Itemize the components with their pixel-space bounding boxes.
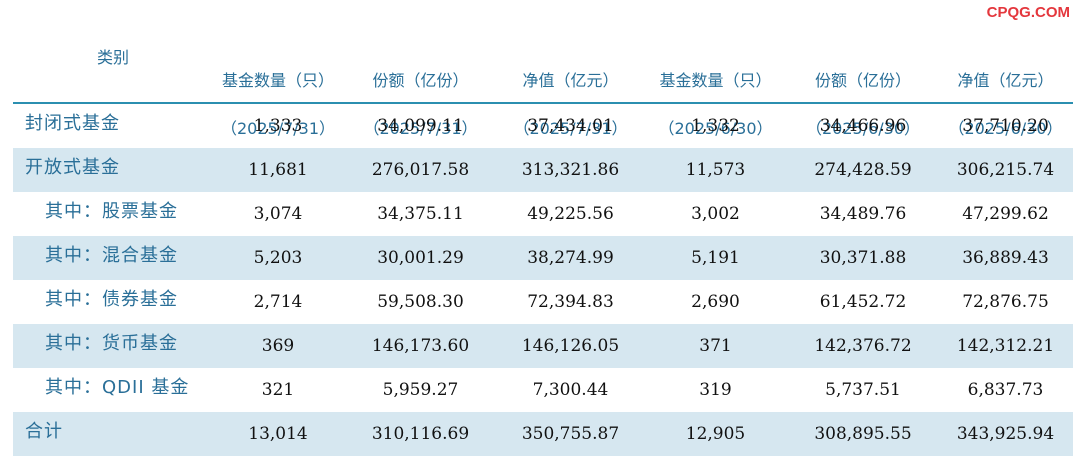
col-header-title: 净值（亿元） bbox=[957, 71, 1054, 90]
table-cell: 61,452.72 bbox=[819, 292, 907, 312]
table-cell: 3,002 bbox=[691, 204, 740, 224]
row-label: 合计 bbox=[25, 421, 63, 442]
row-label: 其中：混合基金 bbox=[45, 245, 178, 266]
table-cell: 30,001.29 bbox=[377, 248, 464, 268]
table-cell: 142,376.72 bbox=[814, 336, 912, 356]
table-row: 其中：混合基金 5,203 30,001.29 38,274.99 5,191 30,37… bbox=[13, 236, 1073, 280]
category-header: 类别 bbox=[96, 48, 129, 67]
table-cell: 34,099.11 bbox=[377, 116, 464, 136]
table-row: 其中：股票基金 3,074 34,375.11 49,225.56 3,002 34,48… bbox=[13, 192, 1073, 236]
table-cell: 37,434.01 bbox=[527, 116, 614, 136]
col-header-date: （2025/6/30） bbox=[805, 119, 921, 138]
table-cell: 1,332 bbox=[691, 116, 740, 136]
table-cell: 30,371.88 bbox=[819, 248, 907, 268]
table-cell: 7,300.44 bbox=[532, 380, 609, 400]
table-cell: 5,737.51 bbox=[825, 380, 901, 400]
table-cell: 13,014 bbox=[248, 424, 308, 444]
table-cell: 36,889.43 bbox=[962, 248, 1049, 268]
table-cell: 12,905 bbox=[685, 424, 746, 444]
row-label: 其中：货币基金 bbox=[45, 333, 178, 354]
table-row: 合计 13,014 310,116.69 350,755.87 12,905 308,89… bbox=[13, 412, 1073, 456]
col-header-date: （2025/7/31） bbox=[513, 119, 628, 138]
row-label: 开放式基金 bbox=[25, 157, 120, 178]
col-header-date: （2025/6/30） bbox=[658, 119, 773, 138]
col-header-title: 份额（亿份） bbox=[814, 71, 911, 90]
table-cell: 306,215.74 bbox=[956, 160, 1055, 180]
table-cell: 369 bbox=[261, 336, 295, 356]
col-header-title: 基金数量（只） bbox=[659, 71, 772, 90]
table-cell: 47,299.62 bbox=[962, 204, 1049, 224]
table-cell: 313,321.86 bbox=[521, 160, 620, 180]
table-cell: 146,126.05 bbox=[521, 336, 620, 356]
table-row: 其中：货币基金 369 146,173.60 146,126.05 371 142,376… bbox=[13, 324, 1073, 368]
table-cell: 5,203 bbox=[253, 248, 303, 268]
table-cell: 142,312.21 bbox=[956, 336, 1055, 356]
col-header-date: （2025/6/30） bbox=[948, 119, 1063, 138]
table-cell: 6,837.73 bbox=[967, 380, 1044, 400]
table-cell: 5,959.27 bbox=[382, 380, 459, 400]
table-cell: 72,394.83 bbox=[527, 292, 614, 312]
col-header-title: 基金数量（只） bbox=[221, 71, 334, 90]
col-header-title: 份额（亿份） bbox=[372, 71, 469, 90]
table-cell: 59,508.30 bbox=[377, 292, 464, 312]
table-row: 其中：债券基金 2,714 59,508.30 72,394.83 2,690 61,45… bbox=[13, 280, 1073, 324]
table-cell: 343,925.94 bbox=[956, 424, 1055, 444]
col-header-title: 净值（亿元） bbox=[522, 71, 619, 90]
table-row: 开放式基金 11,681 276,017.58 313,321.86 11,573 274… bbox=[13, 148, 1073, 192]
table-cell: 38,274.99 bbox=[527, 248, 614, 268]
table-cell: 5,191 bbox=[691, 248, 740, 268]
table-cell: 34,375.11 bbox=[377, 204, 464, 224]
table-cell: 146,173.60 bbox=[371, 336, 470, 356]
col-header-date: （2025/7/31） bbox=[363, 119, 478, 138]
table-cell: 2,690 bbox=[691, 292, 740, 312]
table-cell: 371 bbox=[699, 336, 732, 356]
table-cell: 34,489.76 bbox=[819, 204, 907, 224]
table-cell: 350,755.87 bbox=[521, 424, 620, 444]
table-cell: 34,466.96 bbox=[819, 116, 907, 136]
table-cell: 274,428.59 bbox=[814, 160, 912, 180]
table-cell: 276,017.58 bbox=[371, 160, 470, 180]
table-cell: 308,895.55 bbox=[814, 424, 912, 444]
table-cell: 1,333 bbox=[253, 116, 303, 136]
table-row: 封闭式基金 1,333 34,099.11 37,434.01 1,332 34,466.… bbox=[13, 104, 1073, 148]
row-label: 其中：QDII 基金 bbox=[45, 377, 190, 398]
table-row: 其中：QDII 基金 321 5,959.27 7,300.44 319 5,737.51… bbox=[13, 368, 1073, 412]
table-cell: 11,681 bbox=[248, 160, 308, 180]
table-cell: 72,876.75 bbox=[962, 292, 1049, 312]
col-header-date: （2025/7/31） bbox=[220, 119, 336, 138]
row-label: 其中：股票基金 bbox=[45, 201, 178, 222]
table-cell: 310,116.69 bbox=[371, 424, 470, 444]
watermark-logo: CPQG.COM bbox=[984, 4, 1072, 21]
table-header: 类别 基金数量（只） （2025/7/31） 份额（亿份） （2025/7/31… bbox=[13, 0, 1073, 138]
row-label: 其中：债券基金 bbox=[45, 289, 178, 310]
fund-statistics-table: 类别 基金数量（只） （2025/7/31） 份额（亿份） （2025/7/31… bbox=[13, 0, 1073, 456]
table-body: 封闭式基金 1,333 34,099.11 37,434.01 1,332 34,466.… bbox=[13, 104, 1073, 456]
table-cell: 37,710.20 bbox=[962, 116, 1049, 136]
table-cell: 2,714 bbox=[253, 292, 303, 312]
row-label: 封闭式基金 bbox=[25, 113, 120, 134]
table-cell: 319 bbox=[699, 380, 732, 400]
table-cell: 3,074 bbox=[253, 204, 303, 224]
table-cell: 11,573 bbox=[685, 160, 746, 180]
table-cell: 321 bbox=[261, 380, 295, 400]
table-cell: 49,225.56 bbox=[527, 204, 614, 224]
